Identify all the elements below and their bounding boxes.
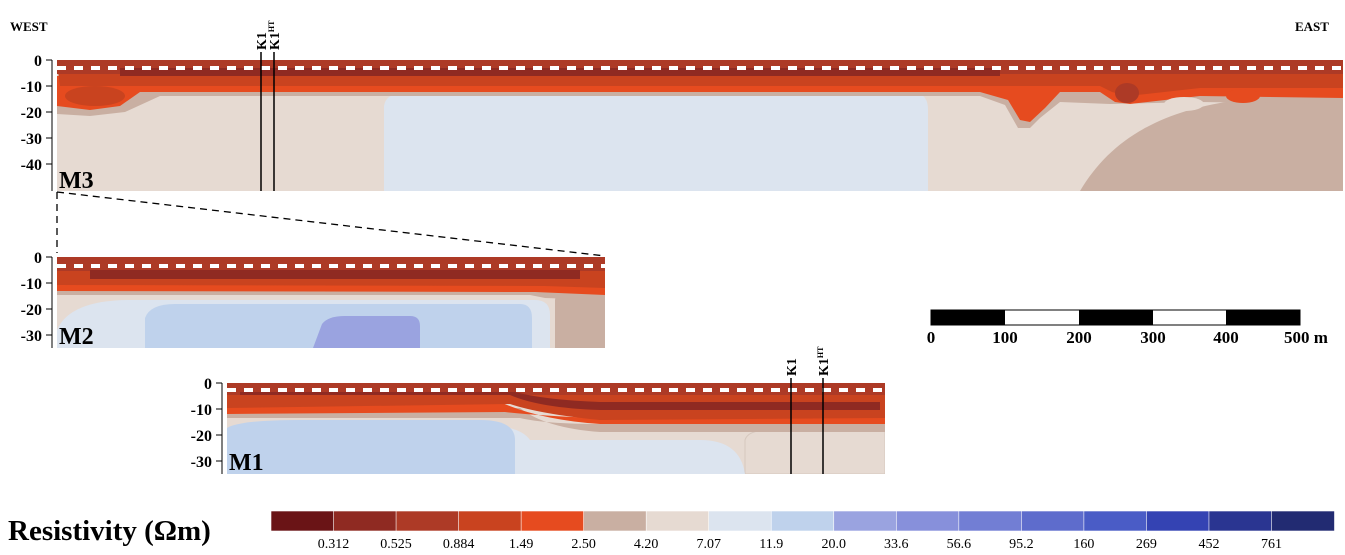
m1-depth-axis: 0 -10 -20 -30 [191,376,223,474]
m1-tick-0: 0 [204,376,212,393]
m3-tick-20: -20 [21,105,42,122]
m1-tick-10: -10 [191,402,212,419]
scale-tick-100: 100 [992,328,1018,347]
colorbar-label: 160 [1073,537,1094,552]
m3-tick-10: -10 [21,79,42,96]
colorbar-label: 452 [1198,537,1219,552]
colorbar-swatch [583,510,647,532]
m3-bulge-2 [1226,89,1260,103]
colorbar-label: 7.07 [696,537,721,552]
m2-deep-blue [313,316,420,348]
colorbar-swatch [520,510,585,532]
scale-tick-0: 0 [927,328,936,347]
colorbar-label: 0.884 [443,537,475,552]
scale-tick-400: 400 [1213,328,1239,347]
west-label: WEST [10,19,48,34]
panel-m1 [227,383,885,474]
m3-left-bulge [65,86,125,106]
m3-right-zone [1080,95,1343,191]
colorbar-swatch [333,510,397,532]
m2-right-zone [555,290,605,348]
scale-tick-200: 200 [1066,328,1092,347]
colorbar-swatch [1083,510,1148,532]
colorbar-swatch [833,510,898,532]
colorbar-label: 95.2 [1009,537,1034,552]
m3-tick-0: 0 [34,53,42,70]
colorbar-label: 11.9 [759,537,783,552]
m2-panel-label: M2 [59,324,94,350]
m1-k1ht-label: K1HT [816,346,832,376]
m3-bulge-1 [1115,83,1139,103]
colorbar-label: 20.0 [822,537,847,552]
m3-blue-body [384,94,928,191]
m3-k1ht-main: K1 [268,32,283,50]
m1-k1ht-sub: HT [816,346,825,358]
colorbar-swatch [1021,510,1085,532]
colorbar-label: 1.49 [509,537,534,552]
zoom-line-right [56,191,606,257]
panel-m3 [57,60,1343,191]
scale-tick-500: 500 m [1284,328,1328,347]
m3-light-lens [1164,97,1204,111]
resistivity-colorbar: 0.312 0.525 0.884 1.49 2.50 4.20 7.07 11.9 20.0 3… [270,510,1335,552]
colorbar-label: 4.20 [634,537,659,552]
m1-dark-band [240,392,880,410]
m1-k1ht-main: K1 [817,358,832,376]
colorbar-label: 2.50 [571,537,596,552]
m2-tick-10: -10 [21,276,42,293]
m2-tick-30: -30 [21,328,42,345]
m3-depth-axis: 0 -10 -20 -30 -40 [21,53,53,191]
colorbar-label: 0.312 [318,537,350,552]
m2-tick-20: -20 [21,302,42,319]
m2-depth-axis: 0 -10 -20 -30 [21,250,53,348]
colorbar-label: 269 [1136,537,1157,552]
colorbar-swatch [1146,510,1210,532]
colorbar-swatch [458,510,522,532]
colorbar-label: 0.525 [380,537,412,552]
m2-tick-0: 0 [34,250,42,267]
m3-tick-30: -30 [21,131,42,148]
colorbar-swatch [1271,510,1335,532]
scale-tick-300: 300 [1140,328,1166,347]
m3-tick-40: -40 [21,157,42,174]
m1-k1-label: K1 [785,358,800,376]
m1-halo-layer [227,408,885,432]
colorbar-label: 33.6 [884,537,909,552]
colorbar-swatch [645,510,710,532]
m3-k1-label: K1 [255,32,270,50]
east-label: EAST [1295,19,1329,34]
colorbar-swatch [708,510,773,532]
m1-right-zone [744,429,885,474]
m1-tick-30: -30 [191,454,212,471]
m1-blue-body [227,420,515,474]
m1-tick-20: -20 [191,428,212,445]
panel-m2 [57,257,605,348]
scale-bar: 0 100 200 300 400 500 m [927,309,1328,347]
colorbar-swatch [270,510,335,532]
colorbar-swatch [895,510,960,532]
m3-k1ht-sub: HT [267,20,276,32]
m1-panel-label: M1 [229,450,264,476]
m3-dark-band [120,68,1000,76]
colorbar-label: 56.6 [947,537,972,552]
colorbar-swatch [770,510,835,532]
resistivity-legend-title: Resistivity (Ωm) [8,515,211,547]
colorbar-swatch [958,510,1023,532]
colorbar-swatch [395,510,460,532]
m2-dark-band [90,270,580,279]
colorbar-swatch [1208,510,1273,532]
m3-k1ht-label: K1HT [267,20,283,50]
m3-panel-label: M3 [59,168,94,194]
m3-orange-layer [57,76,1343,122]
colorbar-label: 761 [1261,537,1282,552]
